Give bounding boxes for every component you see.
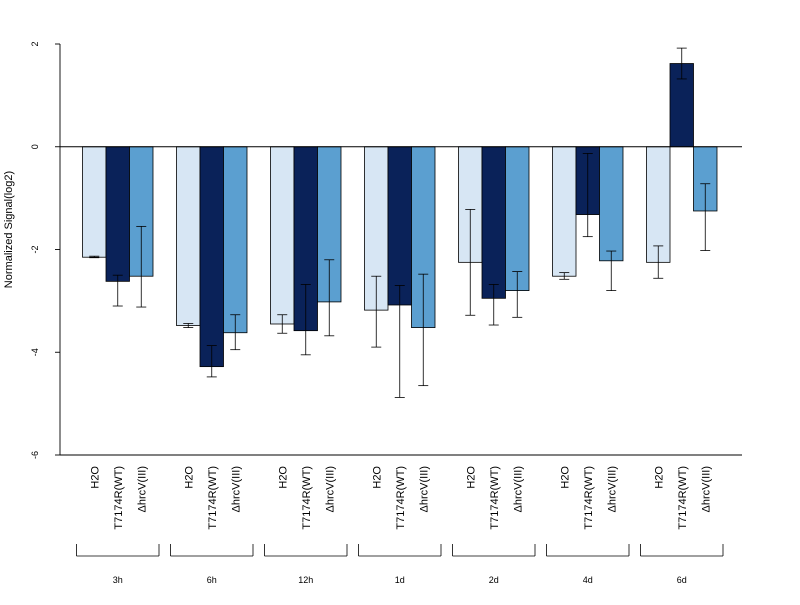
error-bar-1d-0 [371,275,382,348]
category-label-4d-2: ΔhrcV(III) [606,466,618,512]
error-bar-6d-2 [700,183,711,251]
category-label-12h-2: ΔhrcV(III) [324,466,336,512]
group-bracket-12h [264,544,348,557]
error-bar-12h-0 [277,314,288,334]
y-tick-label-0: 0 [30,144,40,149]
group-label-1d: 1d [395,575,405,585]
error-bar-3h-2 [136,225,147,308]
category-label-6h-2: ΔhrcV(III) [230,466,242,512]
error-bar-2d-2 [512,271,523,318]
category-label-12h-0: H2O [277,466,289,489]
error-bar-3h-1 [112,274,123,307]
bar-6h-2 [223,146,248,334]
group-bracket-4d [546,544,630,557]
y-tick-label--4: -4 [30,348,40,356]
group-label-6d: 6d [677,575,687,585]
bar-1d-1 [387,146,412,306]
error-bar-6d-1 [676,47,687,80]
error-bar-4d-1 [582,153,593,238]
bar-2d-1 [481,146,506,299]
category-label-1d-0: H2O [371,466,383,489]
error-bar-2d-0 [465,209,476,316]
group-bracket-2d [452,544,536,557]
category-label-3h-1: T7174R(WT) [113,466,125,530]
bar-3h-1 [105,146,130,282]
y-tick-label--6: -6 [30,451,40,459]
category-label-2d-1: T7174R(WT) [489,466,501,530]
error-bar-6h-0 [183,323,194,328]
bar-4d-0 [552,146,577,277]
y-axis-title: Normalized Signal(log2) [3,171,15,288]
category-label-2d-2: ΔhrcV(III) [512,466,524,512]
category-label-1d-1: T7174R(WT) [395,466,407,530]
category-label-12h-1: T7174R(WT) [301,466,313,530]
group-bracket-3h [76,544,160,557]
category-label-6d-0: H2O [653,466,665,489]
error-bar-6d-0 [653,245,664,279]
group-label-3h: 3h [113,575,123,585]
group-bracket-6h [170,544,254,557]
bars-layer [82,47,718,398]
group-label-6h: 6h [207,575,217,585]
error-bar-12h-2 [324,259,335,337]
error-bar-6h-1 [206,345,217,378]
error-bar-2d-1 [488,284,499,326]
group-label-4d: 4d [583,575,593,585]
category-label-1d-2: ΔhrcV(III) [418,466,430,512]
category-label-6h-1: T7174R(WT) [207,466,219,530]
category-label-4d-1: T7174R(WT) [583,466,595,530]
bar-6h-0 [176,146,201,326]
error-bar-4d-2 [606,250,617,292]
category-label-6h-0: H2O [183,466,195,489]
group-bracket-6d [640,544,724,557]
axes-layer [55,43,742,456]
category-label-6d-2: ΔhrcV(III) [700,466,712,512]
category-label-3h-0: H2O [89,466,101,489]
bar-12h-0 [270,146,295,325]
error-bar-3h-0 [89,255,100,259]
error-bar-1d-1 [394,285,405,398]
bar-2d-2 [505,146,530,292]
category-label-6d-1: T7174R(WT) [677,466,689,530]
error-bar-4d-0 [559,272,570,280]
category-label-4d-0: H2O [559,466,571,489]
bar-6d-0 [646,146,671,263]
error-bar-6h-2 [230,314,241,351]
bar-6h-1 [199,146,224,368]
error-bar-1d-2 [418,273,429,387]
bar-3h-0 [82,146,107,258]
error-bar-12h-1 [300,284,311,356]
bar-4d-2 [599,146,624,262]
labels-layer: H2O T7174R(WT) ΔhrcV(III) 3h H2O T7174R(WT) Δh… [3,41,724,585]
group-label-12h: 12h [298,575,313,585]
y-tick-label-2: 2 [30,41,40,46]
category-label-2d-0: H2O [465,466,477,489]
group-bracket-1d [358,544,442,557]
y-tick-label--2: -2 [30,245,40,253]
category-label-3h-2: ΔhrcV(III) [136,466,148,512]
group-label-2d: 2d [489,575,499,585]
